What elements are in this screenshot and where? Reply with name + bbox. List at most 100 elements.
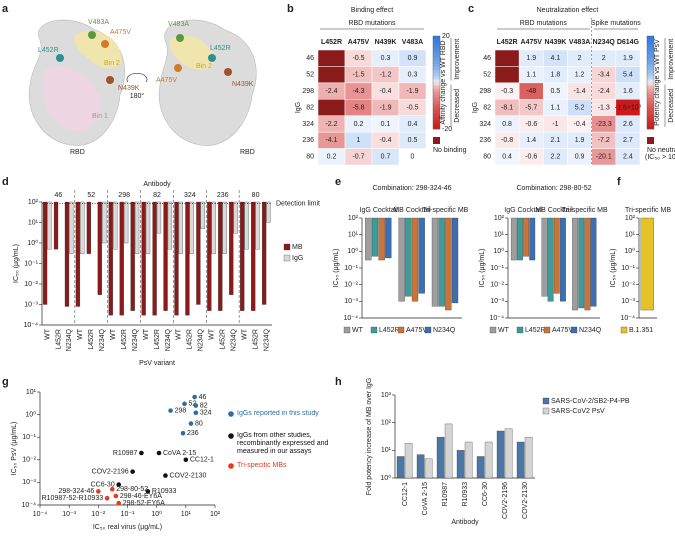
bar — [445, 217, 452, 311]
bar — [261, 201, 267, 305]
y-tick-label: 10³ — [381, 392, 392, 399]
cell-label: -1.5 — [352, 71, 364, 78]
bar — [378, 217, 385, 261]
point — [139, 450, 144, 456]
y-tick-label: 10² — [494, 215, 505, 222]
colorbar-strip — [647, 110, 654, 114]
bar — [229, 201, 234, 295]
bar — [385, 217, 392, 259]
cell-label: 0.9 — [575, 154, 585, 161]
legend-marker — [228, 433, 234, 439]
legend-swatch — [370, 326, 378, 334]
y-tick-label: 10⁻⁴ — [24, 322, 39, 329]
row-label: 324 — [479, 121, 491, 128]
cell-label: 1.9 — [526, 55, 536, 62]
colorbar-strip — [433, 110, 440, 114]
x-tick-label: L452R — [220, 329, 227, 350]
colorbar-strip — [433, 125, 440, 130]
column-label: N439K — [545, 39, 567, 46]
legend-label: WT — [498, 327, 510, 334]
colorbar-label: Potency change vs WT PsV — [654, 39, 661, 126]
mutation-label: A475V — [110, 29, 131, 36]
x-tick-label: L452R — [55, 329, 62, 350]
bar — [436, 436, 445, 479]
bar — [75, 201, 81, 307]
point-label: COV2-2196 — [92, 468, 129, 475]
cell-label: -20.1 — [596, 154, 612, 161]
point-label: 52 — [188, 401, 196, 408]
legend-swatch — [543, 326, 551, 334]
y-tick-label: 10⁻³ — [344, 298, 358, 305]
cell-label: 2.7 — [623, 137, 633, 144]
cell-label: -0.7 — [352, 154, 364, 161]
bar — [174, 201, 179, 316]
row-label: 46 — [306, 55, 314, 62]
bar — [97, 201, 102, 295]
null-note: (IC₅₀ > 100 µg/mL) — [645, 154, 675, 161]
null-swatch — [647, 137, 654, 144]
point-label: R10933 — [152, 488, 177, 495]
bar — [584, 217, 591, 311]
y-axis-label: IgG — [472, 102, 479, 113]
x-tick-label: N234Q — [165, 328, 172, 351]
legend-label: SARS-CoV2 PsV — [551, 408, 605, 415]
point — [113, 493, 119, 499]
row-label: 52 — [483, 71, 491, 78]
cell-label: 0.2 — [327, 154, 337, 161]
bar — [145, 201, 151, 254]
cell-label: 2.4 — [623, 154, 633, 161]
legend-label: WT — [352, 327, 364, 334]
bar — [240, 201, 245, 311]
point — [163, 473, 168, 478]
bin-label: Bin 2 — [196, 63, 212, 70]
legend-swatch — [424, 326, 432, 334]
colorbar-strip — [433, 104, 440, 108]
y-tick-label: 10⁻⁴ — [22, 502, 37, 509]
structure-left — [28, 19, 125, 146]
x-axis-label: Antibody — [451, 519, 479, 526]
heatmap-cell — [494, 49, 520, 67]
colorbar-strip — [647, 116, 654, 120]
bar — [523, 217, 530, 257]
point-label: CC6-30 — [91, 481, 115, 488]
bar — [553, 217, 560, 294]
group-title: Antibody — [143, 181, 171, 188]
x-tick-label: 10⁻¹ — [121, 511, 135, 518]
panel-label: d — [2, 176, 9, 188]
y-axis-label: IC₅₀ (µg/mL) — [333, 249, 340, 288]
bar — [152, 201, 157, 316]
x-axis-label: IC₅₀ real virus (µg/mL) — [93, 524, 162, 531]
y-tick-label: 10⁻⁴ — [490, 315, 505, 322]
bar — [233, 201, 238, 234]
bar — [590, 217, 597, 307]
x-tick-label: 10¹ — [181, 511, 192, 518]
null-swatch — [433, 137, 440, 144]
category-label: Tri-specific MB — [625, 207, 671, 214]
colorbar-strip — [647, 48, 654, 52]
bin-label: Bin 2 — [104, 60, 120, 67]
y-tick-label: 10⁻³ — [22, 479, 36, 486]
mutation-label: L452R — [38, 47, 59, 54]
cell-label: -23.3 — [596, 121, 612, 128]
panel-label: a — [2, 3, 9, 15]
bar — [47, 201, 52, 250]
cell-label: -3.4 — [598, 71, 610, 78]
row-label: 236 — [302, 137, 314, 144]
cell-label: -0.8 — [501, 137, 513, 144]
category-label: IgG Cocktail — [504, 207, 543, 214]
x-tick-label: 10⁰ — [151, 510, 162, 518]
cell-label: 5.2 — [575, 104, 585, 111]
bar — [431, 217, 439, 307]
x-tick-label: WT — [143, 328, 150, 340]
decrease-label: Decreased — [668, 89, 675, 123]
colorbar-strip — [433, 101, 440, 105]
bar — [496, 430, 505, 479]
bar — [207, 201, 212, 311]
colorbar-strip — [433, 82, 440, 86]
column-label: V483A — [402, 39, 423, 46]
colorbar-strip — [647, 51, 654, 55]
colorbar-strip — [433, 67, 440, 71]
improvement-label: Improvement — [454, 39, 461, 80]
x-tick-label: L452R — [121, 329, 128, 350]
chart-title: Combination: 298-80-52 — [516, 185, 591, 192]
